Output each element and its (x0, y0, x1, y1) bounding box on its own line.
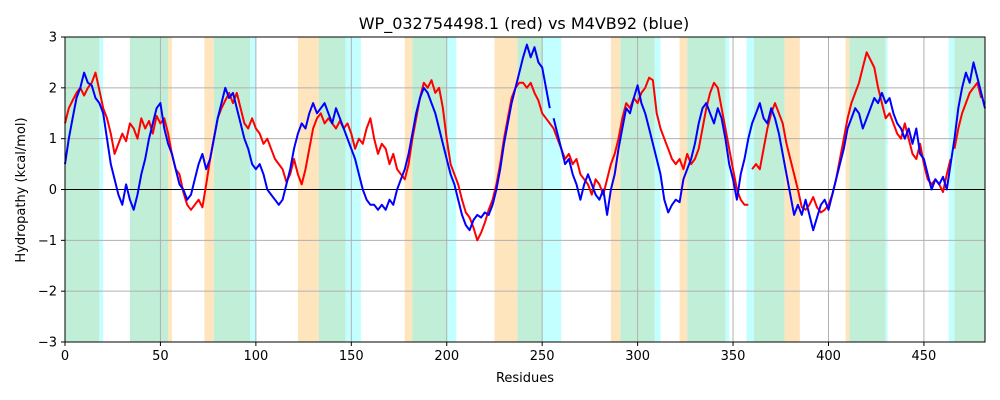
chart-title: WP_032754498.1 (red) vs M4VB92 (blue) (359, 14, 690, 34)
x-tick-label-50: 50 (152, 349, 169, 364)
y-axis-ticks: −3 −2 −1 0 1 2 3 (38, 31, 65, 351)
y-tick-label-1: 1 (49, 132, 57, 147)
y-tick-label--1: −1 (38, 234, 57, 249)
x-tick-label-300: 300 (625, 349, 650, 364)
x-axis-label: Residues (496, 371, 554, 386)
x-tick-label-150: 150 (339, 349, 364, 364)
x-tick-label-400: 400 (816, 349, 841, 364)
blue-series-line-0 (64, 43, 551, 232)
series-layer (64, 43, 986, 242)
x-tick-label-350: 350 (721, 349, 746, 364)
x-tick-label-200: 200 (434, 349, 459, 364)
y-tick-label--3: −3 (38, 336, 57, 351)
y-tick-label--2: −2 (38, 285, 57, 300)
x-tick-label-250: 250 (530, 349, 555, 364)
blue-series-line-1 (552, 61, 986, 232)
red-series-line-2 (953, 81, 983, 149)
x-axis-ticks: 0 50 100 150 200 250 300 350 400 450 (61, 342, 936, 364)
red-series-line-1 (751, 51, 952, 214)
y-tick-label-2: 2 (49, 81, 57, 96)
x-tick-label-0: 0 (61, 349, 69, 364)
y-axis-label: Hydropathy (kcal/mol) (14, 117, 29, 262)
x-tick-label-100: 100 (243, 349, 268, 364)
y-tick-label-3: 3 (49, 31, 57, 46)
x-tick-label-450: 450 (912, 349, 937, 364)
y-tick-label-0: 0 (49, 183, 57, 198)
